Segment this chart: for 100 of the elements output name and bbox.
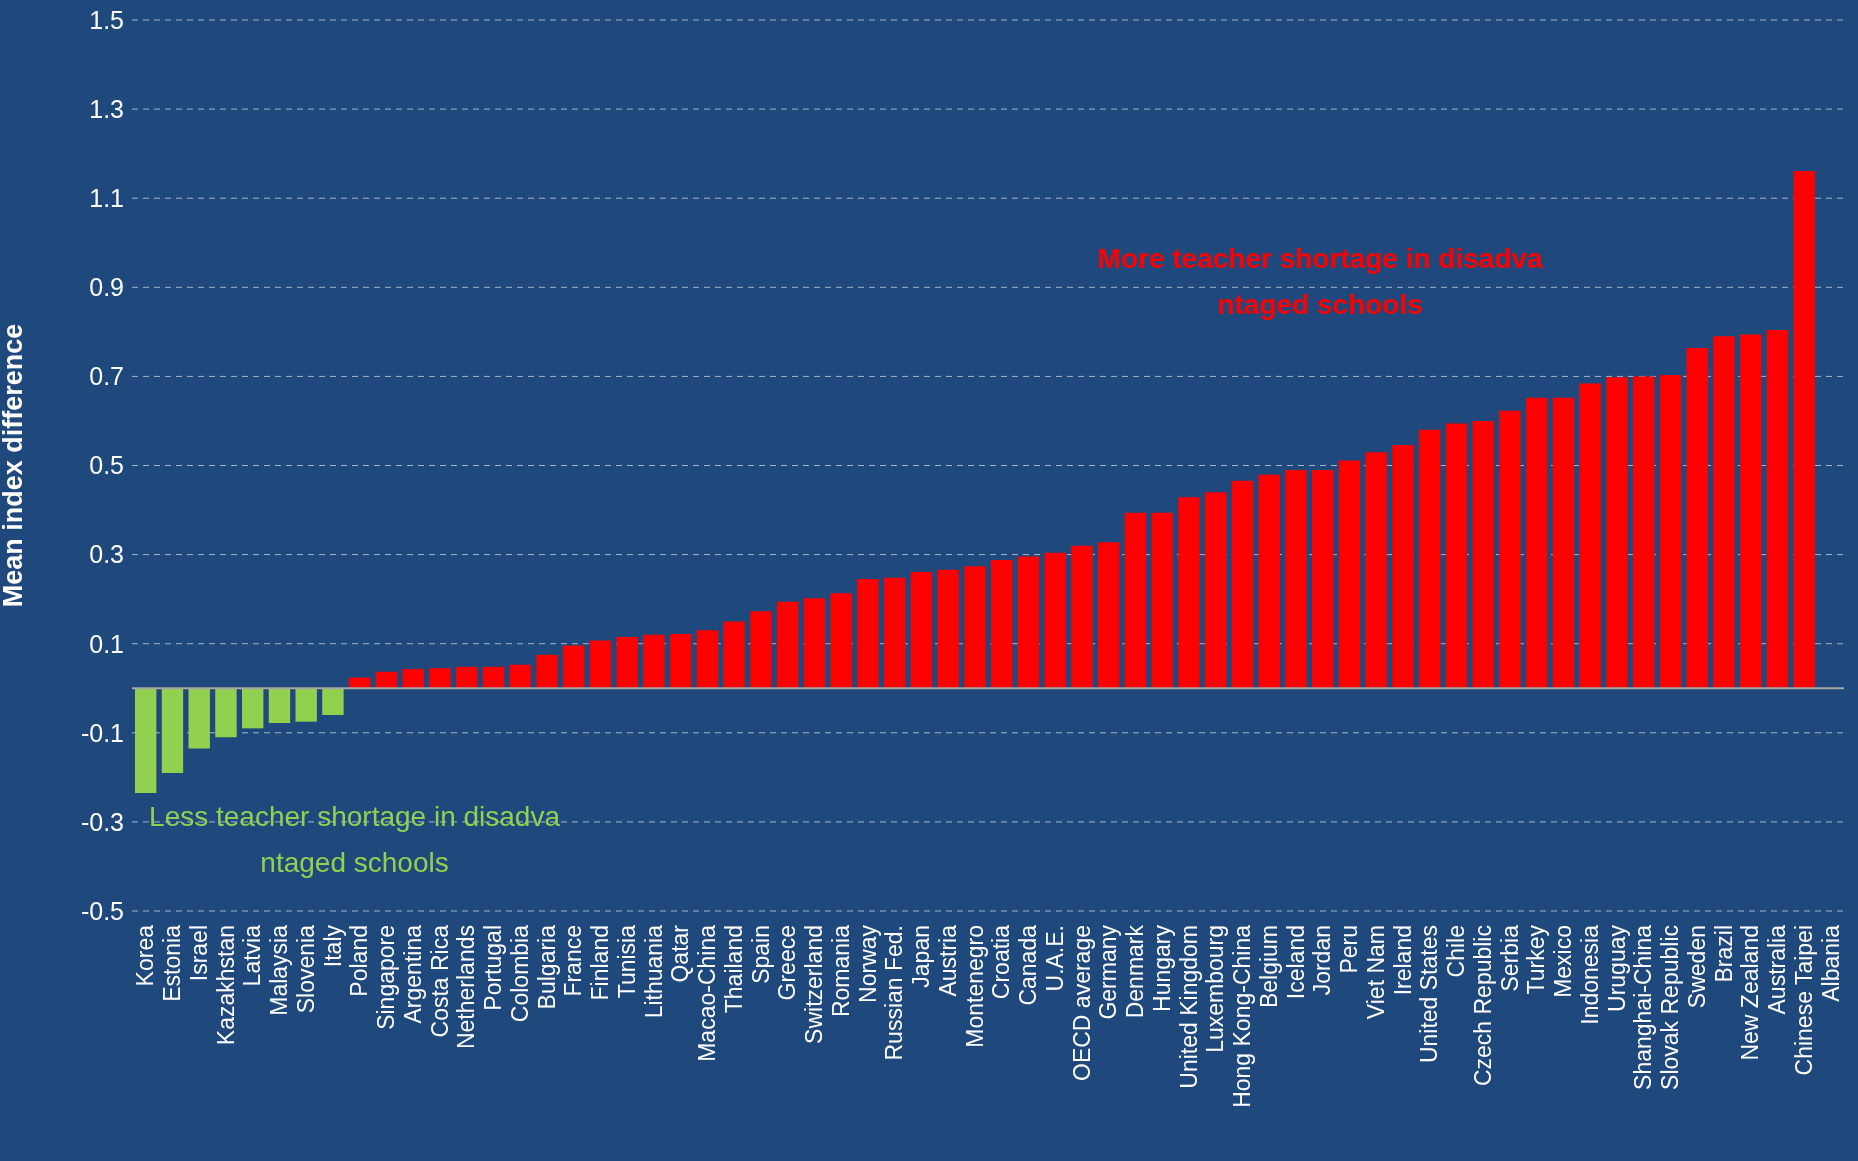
bar <box>857 579 879 689</box>
x-tick-label: Slovak Republic <box>1657 925 1684 1090</box>
bar <box>1285 469 1307 689</box>
bar <box>1766 330 1789 689</box>
bar <box>1365 452 1387 689</box>
x-tick-label: Hong Kong-China <box>1229 924 1256 1108</box>
y-tick-label: 0.7 <box>89 362 124 391</box>
bar <box>1445 423 1468 689</box>
bar <box>1552 397 1575 689</box>
bar <box>830 593 852 689</box>
bar <box>1659 375 1682 689</box>
x-tick-label: Lithuania <box>640 924 667 1019</box>
x-tick-label: Luxembourg <box>1202 925 1229 1053</box>
x-tick-label: Shanghai-China <box>1630 924 1657 1090</box>
bar <box>456 666 478 689</box>
y-tick-label: 0.1 <box>89 629 124 658</box>
x-tick-label: Italy <box>319 924 346 968</box>
bar <box>402 669 424 689</box>
x-tick-label: Portugal <box>480 925 507 1011</box>
x-tick-label: United States <box>1416 925 1443 1064</box>
x-tick-label: Costa Rica <box>426 924 453 1038</box>
x-tick-label: U.A.E. <box>1041 925 1068 992</box>
y-tick-label: 1.5 <box>89 5 124 34</box>
x-tick-label: Korea <box>132 924 159 987</box>
bar <box>750 611 772 689</box>
bar <box>1526 397 1548 689</box>
x-tick-label: Indonesia <box>1576 924 1603 1025</box>
bar <box>616 637 638 689</box>
x-tick-label: Sweden <box>1683 925 1710 1009</box>
x-tick-label: Switzerland <box>801 925 828 1044</box>
x-tick-label: Finland <box>587 925 614 1001</box>
bar <box>188 688 210 749</box>
bar <box>964 566 986 689</box>
y-tick-label: 0.5 <box>89 451 124 480</box>
bar <box>1178 497 1200 689</box>
x-tick-label: Bulgaria <box>533 924 560 1010</box>
x-tick-label: Malaysia <box>266 924 293 1016</box>
x-tick-label: Austria <box>934 924 961 997</box>
bar <box>1633 376 1655 689</box>
x-tick-label: Chile <box>1443 925 1470 978</box>
bar <box>589 640 612 689</box>
bar <box>1124 512 1147 689</box>
x-tick-label: Serbia <box>1496 924 1523 992</box>
bar <box>1392 445 1414 689</box>
x-tick-label: Poland <box>346 925 373 997</box>
x-tick-label: Tunisia <box>613 924 640 999</box>
x-tick-label: Singapore <box>373 925 400 1030</box>
bar <box>1017 556 1040 689</box>
x-tick-label: Chinese Taipei <box>1790 925 1817 1076</box>
bar <box>696 630 719 689</box>
bar <box>1312 469 1334 689</box>
x-tick-label: Montenegro <box>961 925 988 1048</box>
x-tick-label: Brazil <box>1710 925 1737 983</box>
x-tick-label: France <box>560 925 587 997</box>
bar <box>1419 429 1441 689</box>
x-tick-label: Turkey <box>1523 924 1550 995</box>
x-tick-label: Greece <box>774 925 801 1001</box>
y-tick-label: -0.5 <box>80 896 124 925</box>
bar <box>884 577 906 689</box>
x-tick-label: Peru <box>1336 925 1363 974</box>
x-tick-label: Hungary <box>1148 924 1175 1012</box>
bar <box>1151 512 1173 689</box>
bar <box>777 601 799 689</box>
annotation: Less teacher shortage in disadva ntaged schools <box>149 801 560 879</box>
x-tick-label: Thailand <box>720 925 747 1014</box>
annotation: More teacher shortage in disadva ntaged schools <box>1096 241 1544 322</box>
x-tick-label: Norway <box>854 924 881 1003</box>
bar <box>1231 480 1254 689</box>
bar <box>1044 552 1066 689</box>
y-tick-label: 1.1 <box>89 184 124 213</box>
x-tick-label: Argentina <box>399 924 426 1024</box>
x-tick-label: Slovenia <box>292 924 319 1014</box>
bar <box>1499 410 1521 689</box>
x-tick-label: Uruguay <box>1603 924 1630 1012</box>
bar <box>242 688 264 729</box>
bar <box>1740 334 1762 689</box>
bar <box>991 559 1013 689</box>
bar <box>268 688 291 723</box>
bar <box>1098 542 1120 689</box>
y-tick-label: -0.3 <box>80 807 124 836</box>
x-tick-label: OECD average <box>1068 925 1095 1081</box>
x-tick-label: Russian Fed. <box>881 925 908 1061</box>
x-tick-label: United Kingdom <box>1175 925 1202 1089</box>
x-tick-label: Japan <box>908 925 935 988</box>
bar <box>1338 460 1361 689</box>
bar <box>482 666 505 689</box>
x-tick-label: Macao-China <box>694 924 721 1062</box>
bar <box>1606 377 1628 689</box>
bar <box>1686 347 1708 689</box>
bar <box>670 633 692 689</box>
x-tick-label: Spain <box>747 925 774 984</box>
x-tick-label: Estonia <box>159 924 186 1002</box>
bar <box>937 569 959 689</box>
bar <box>1205 492 1227 689</box>
bar <box>1258 474 1280 689</box>
x-tick-label: Romania <box>827 924 854 1018</box>
x-tick-label: Jordan <box>1309 925 1336 996</box>
bar <box>295 688 317 722</box>
x-tick-label: Denmark <box>1122 924 1149 1019</box>
y-tick-label: 0.9 <box>89 273 124 302</box>
